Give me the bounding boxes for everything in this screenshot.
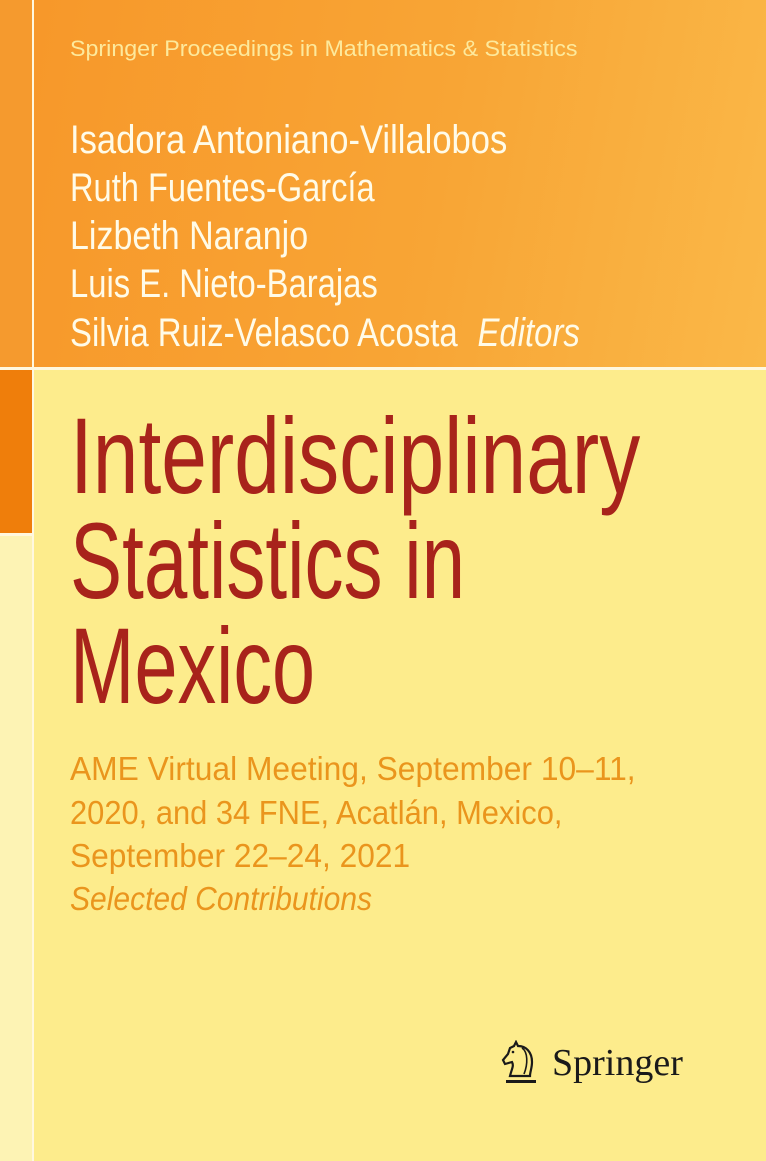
editor-name: Isadora Antoniano-Villalobos (70, 118, 508, 162)
editor-name: Lizbeth Naranjo (70, 214, 309, 258)
book-title-line: Statistics in (70, 500, 466, 621)
editor-line: Silvia Ruiz-Velasco Acosta Editors (70, 313, 580, 353)
divider-vertical (32, 0, 34, 1161)
main-panel (34, 370, 766, 1161)
top-band (34, 0, 766, 367)
subtitle-italic: Selected Contributions (70, 882, 372, 915)
series-name: Springer Proceedings in Mathematics & St… (70, 36, 578, 61)
editor-name: Luis E. Nieto-Barajas (70, 262, 378, 306)
editor-name: Silvia Ruiz-Velasco Acosta (70, 311, 458, 355)
left-strip-bottom (0, 536, 32, 1161)
subtitle-line: AME Virtual Meeting, September 10–11, (70, 750, 636, 787)
left-strip-top (0, 0, 32, 367)
editor-name: Ruth Fuentes-García (70, 166, 375, 210)
publisher-name: Springer (552, 1042, 683, 1084)
editors-label: Editors (477, 311, 580, 355)
divider-strip (0, 533, 32, 536)
left-strip-accent (0, 370, 32, 533)
knight-horse-icon (501, 1040, 536, 1083)
book-title-line: Mexico (70, 605, 316, 726)
selected-contributions: Selected Contributions (70, 880, 373, 917)
book-title-line: Interdisciplinary (70, 395, 641, 516)
publisher-logo: Springer (500, 1040, 683, 1086)
subtitle-line: 2020, and 34 FNE, Acatlán, Mexico, (70, 794, 563, 831)
subtitle-line: September 22–24, 2021 (70, 837, 411, 874)
divider-horizontal (0, 367, 766, 370)
